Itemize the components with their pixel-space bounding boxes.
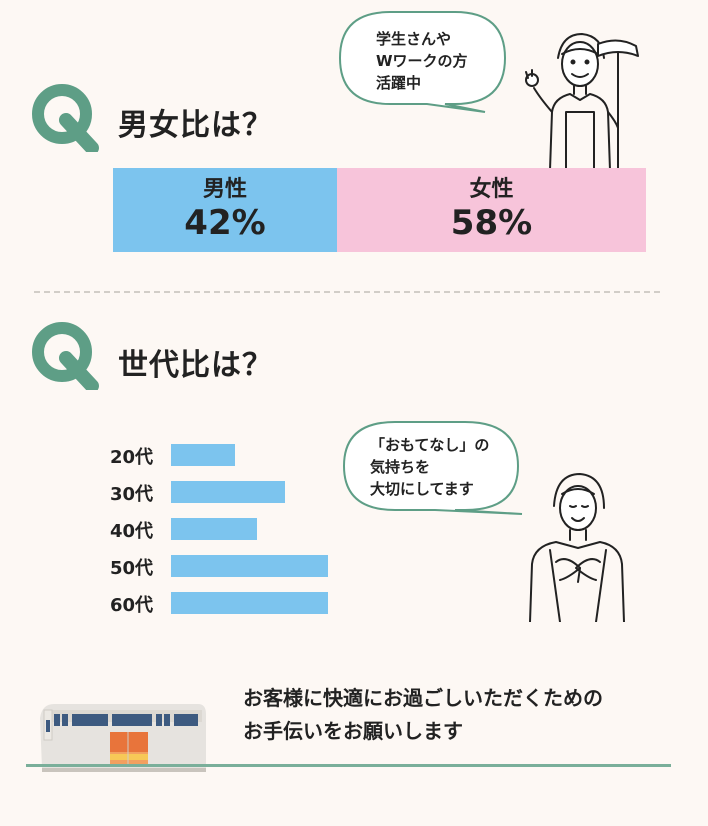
gender-label-male: 男性 bbox=[202, 177, 247, 202]
bubble-line: 活躍中 bbox=[376, 74, 422, 92]
age-bar bbox=[171, 592, 328, 614]
bubble-line: 気持ちを bbox=[370, 458, 431, 476]
age-tick-label: 40代 bbox=[110, 521, 154, 542]
gender-percent-male: 42% bbox=[184, 203, 266, 243]
section-title-gender: 男女比は？ bbox=[118, 108, 273, 143]
message-line: お客様に快適にお過ごしいただくための bbox=[243, 686, 603, 710]
chart-bar-female: 女性 58% bbox=[337, 168, 646, 252]
section-title-age: 世代比は？ bbox=[118, 348, 273, 383]
bubble-text-2: 「おもてなし」の 気持ちを 大切にしてます bbox=[370, 434, 489, 500]
bubble-text-1: 学生さんや Wワークの方 活躍中 bbox=[376, 28, 468, 94]
age-tick-label: 60代 bbox=[110, 595, 154, 616]
q-icon bbox=[32, 84, 99, 152]
woman-with-broom-illustration bbox=[525, 33, 639, 170]
message-line: お手伝いをお願いします bbox=[243, 719, 463, 743]
train-illustration bbox=[40, 704, 206, 772]
bubble-line: Wワークの方 bbox=[376, 52, 468, 70]
age-bar bbox=[171, 555, 328, 577]
bubble-line: 学生さんや bbox=[376, 30, 452, 48]
age-bar bbox=[171, 444, 235, 466]
age-tick-label: 50代 bbox=[110, 558, 154, 579]
gender-label-female: 女性 bbox=[469, 177, 514, 202]
woman-hands-on-chest-illustration bbox=[529, 473, 625, 622]
age-tick-label: 20代 bbox=[110, 447, 154, 468]
chart-bar-male: 男性 42% bbox=[113, 168, 337, 252]
age-bar bbox=[171, 481, 285, 503]
dashed-divider bbox=[34, 291, 660, 293]
bubble-line: 「おもてなし」の bbox=[370, 436, 490, 454]
speech-bubble bbox=[338, 11, 507, 113]
age-tick-label: 30代 bbox=[110, 484, 154, 505]
q-icon bbox=[32, 322, 99, 390]
speech-bubble bbox=[342, 421, 523, 515]
age-bar bbox=[171, 518, 257, 540]
ground-line bbox=[26, 764, 671, 767]
closing-message: お客様に快適にお過ごしいただくための お手伝いをお願いします bbox=[243, 682, 603, 748]
gender-percent-female: 58% bbox=[450, 203, 533, 243]
bubble-line: 大切にしてます bbox=[370, 480, 474, 498]
